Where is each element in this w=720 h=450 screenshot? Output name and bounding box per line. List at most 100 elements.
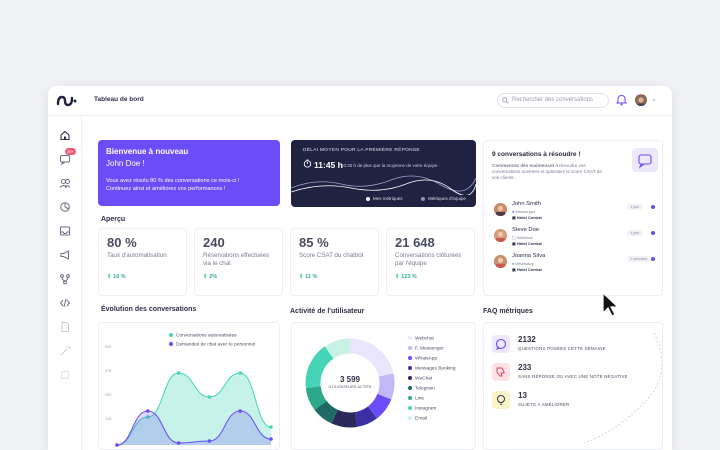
conversation-row[interactable]: Joanna Silva ● WhatsApp ▣ Hôtel Central … [492, 251, 660, 275]
y-tick: 375 [105, 369, 112, 373]
welcome-title: Bienvenue à nouveau [106, 147, 189, 156]
pie-chart-icon[interactable] [59, 201, 71, 213]
evolution-chart-card: Conversations automatisées Demandes de c… [98, 322, 280, 450]
first-response-time: 11:45 h [314, 160, 343, 170]
stopwatch-icon [303, 159, 312, 168]
contact-inbox: ▣ Hôtel Central [512, 267, 542, 272]
kpi-value: 80 % [107, 235, 137, 250]
document-icon[interactable] [59, 321, 71, 333]
inbox-icon[interactable] [59, 225, 71, 237]
activity-donut-chart [305, 338, 395, 428]
evolution-label: Évolution des conversations [101, 306, 197, 313]
faq-metric-unanswered: 233 SANS RÉPONSE OU AVEC UNE NOTE NÉGATI… [492, 361, 652, 387]
conversation-row[interactable]: Steve Doe ▢ Webchat ▣ Hôtel Central 1 jo… [492, 225, 660, 249]
contact-inbox: ▣ Hôtel Central [512, 215, 542, 220]
notification-badge: 25+ [65, 148, 76, 155]
data-point-0-4 [238, 371, 242, 375]
conversation-age: 1 jour [627, 204, 643, 210]
code-icon[interactable] [59, 297, 71, 309]
donut-segment-messenger [305, 338, 395, 428]
contact-name: Steve Doe [512, 227, 540, 233]
conversations-description: Commencez dès maintenant à résoudre vos … [492, 163, 602, 181]
kpi-csat: 85 % Score CSAT du chatbot ⇧ 11 % [290, 228, 379, 296]
unread-dot [651, 205, 655, 209]
series-area-0 [117, 373, 271, 445]
chat-icon[interactable] [59, 153, 71, 165]
kpi-label: Taux d'automatisation [107, 252, 167, 259]
data-point-1-3 [207, 439, 212, 443]
first-response-note: 10:30 h de plus que la moyenne de votre … [341, 163, 439, 168]
conversation-row[interactable]: John Smith ● Messenger ▣ Hôtel Central 1… [492, 199, 660, 223]
team-metrics-line [291, 175, 476, 192]
data-point-1-1 [146, 409, 150, 413]
y-tick: 250 [105, 393, 112, 397]
kpi-automation: 80 % Taux d'automatisation ⇧ 16 % [98, 228, 187, 296]
legend-webchat: Webchat [408, 336, 434, 341]
home-icon[interactable] [59, 129, 71, 141]
faq-label: FAQ métriques [483, 308, 533, 315]
first-response-card: DÉLAI MOYEN POUR LA PREMIÈRE RÉPONSE 11:… [291, 140, 476, 207]
kpi-label: Conversations clôturées par l'équipe [395, 252, 462, 267]
welcome-user-name: John Doe ! [106, 159, 145, 168]
user-avatar[interactable] [635, 94, 647, 106]
placeholder-nav-icon[interactable] [59, 369, 71, 381]
first-response-title: DÉLAI MOYEN POUR LA PREMIÈRE RÉPONSE [303, 148, 420, 153]
app-logo-icon[interactable] [56, 94, 78, 108]
search-placeholder: Rechercher des conversations [512, 97, 594, 103]
legend-wechat: WeChat [408, 376, 432, 381]
kpi-delta: ⇧ 2% [203, 274, 218, 280]
conversations-card: 9 conversations à résoudre ! Commencez d… [483, 140, 663, 296]
faq-metric-questions: 2132 QUESTIONS POSÉES CETTE SEMAINE [492, 333, 652, 359]
series-area-1 [117, 411, 271, 445]
donut-segment-instagram [305, 338, 395, 428]
search-icon [502, 97, 509, 104]
users-icon[interactable] [59, 177, 71, 189]
y-tick: 125 [105, 417, 112, 421]
data-point-1-0 [115, 443, 119, 447]
bell-icon[interactable] [616, 94, 627, 106]
active-users-total: 3 599 [339, 375, 361, 384]
contact-channel: ▢ Webchat [512, 235, 533, 240]
magic-icon[interactable] [59, 345, 71, 357]
flow-icon[interactable] [59, 273, 71, 285]
hotel-icon: ▣ [512, 215, 517, 220]
conversations-title: 9 conversations à résoudre ! [492, 151, 581, 158]
question-bubble-icon [492, 335, 510, 353]
megaphone-icon[interactable] [59, 249, 71, 261]
legend-line: Line [408, 396, 424, 401]
kpi-label: Réservations effectuées via le chat [203, 252, 270, 267]
legend-booking: Messages Booking [408, 366, 456, 371]
legend-whatsapp: WhatsApp [408, 356, 437, 361]
overview-label: Aperçu [101, 216, 126, 223]
donut-segment-email [305, 338, 395, 428]
active-users-label: UTILISATEURS ACTIFS [328, 385, 372, 389]
activity-label: Activité de l'utilisateur [290, 308, 365, 315]
conversation-age: 1 semaine [627, 256, 651, 262]
legend-staff-chat: Demandes de chat avec le personnel [169, 342, 255, 347]
chat-bubble-icon [632, 148, 658, 172]
trend-up-icon: ⇧ [107, 274, 114, 280]
data-point-1-2 [176, 441, 181, 445]
legend-automated: Conversations automatisées [169, 333, 237, 338]
response-trend-chart [291, 175, 476, 195]
chevron-down-icon[interactable]: ⌄ [651, 96, 657, 103]
mouse-cursor-icon [602, 291, 620, 317]
unread-dot [651, 257, 655, 261]
kpi-delta: ⇧ 11 % [299, 274, 318, 280]
sidebar: 25+ [48, 116, 82, 450]
faq-metric-value: 2132 [518, 335, 536, 344]
faq-metrics-card: 2132 QUESTIONS POSÉES CETTE SEMAINE 233 … [483, 322, 663, 450]
legend-instagram: Instagram [408, 406, 436, 411]
legend-messenger: F. Messenger [408, 346, 444, 351]
top-bar: Tableau de bord Rechercher des conversat… [48, 86, 672, 116]
hotel-icon: ▣ [512, 241, 517, 246]
search-input[interactable]: Rechercher des conversations [497, 93, 609, 108]
data-point-0-1 [146, 415, 150, 419]
kpi-value: 85 % [299, 235, 329, 250]
kpi-label: Score CSAT du chatbot [299, 252, 364, 259]
kpi-delta: ⇧ 16 % [107, 274, 126, 280]
data-point-1-4 [238, 409, 242, 413]
faq-metric-value: 233 [518, 363, 532, 372]
kpi-delta: ⇧ 123 % [395, 274, 417, 280]
legend-my-metrics: Mes métriques [366, 196, 403, 201]
